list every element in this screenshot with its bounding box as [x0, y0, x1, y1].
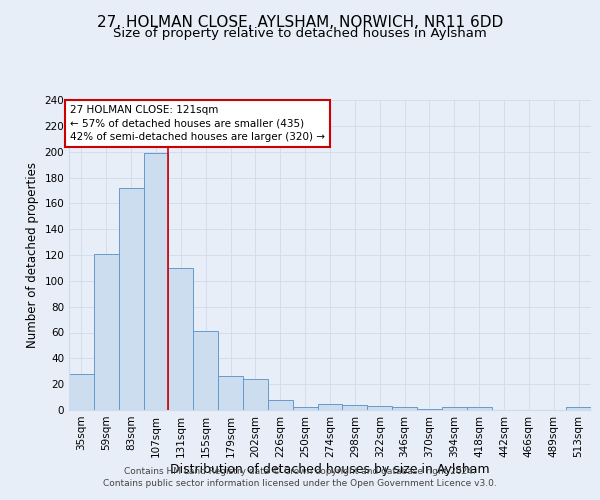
Bar — [193, 331, 218, 410]
Y-axis label: Number of detached properties: Number of detached properties — [26, 162, 39, 348]
Text: 27 HOLMAN CLOSE: 121sqm
← 57% of detached houses are smaller (435)
42% of semi-d: 27 HOLMAN CLOSE: 121sqm ← 57% of detache… — [70, 105, 325, 142]
Bar — [69, 374, 94, 410]
Text: Size of property relative to detached houses in Aylsham: Size of property relative to detached ho… — [113, 28, 487, 40]
X-axis label: Distribution of detached houses by size in Aylsham: Distribution of detached houses by size … — [170, 462, 490, 475]
Bar — [392, 408, 417, 410]
Bar — [442, 408, 467, 410]
Bar — [417, 408, 442, 410]
Bar — [293, 408, 317, 410]
Bar — [367, 406, 392, 410]
Text: 27, HOLMAN CLOSE, AYLSHAM, NORWICH, NR11 6DD: 27, HOLMAN CLOSE, AYLSHAM, NORWICH, NR11… — [97, 15, 503, 30]
Bar — [218, 376, 243, 410]
Bar — [566, 408, 591, 410]
Bar — [268, 400, 293, 410]
Bar — [119, 188, 143, 410]
Text: Contains HM Land Registry data © Crown copyright and database right 2024.
Contai: Contains HM Land Registry data © Crown c… — [103, 466, 497, 487]
Bar — [317, 404, 343, 410]
Bar — [169, 268, 193, 410]
Bar — [94, 254, 119, 410]
Bar — [143, 153, 169, 410]
Bar — [467, 408, 491, 410]
Bar — [343, 405, 367, 410]
Bar — [243, 379, 268, 410]
